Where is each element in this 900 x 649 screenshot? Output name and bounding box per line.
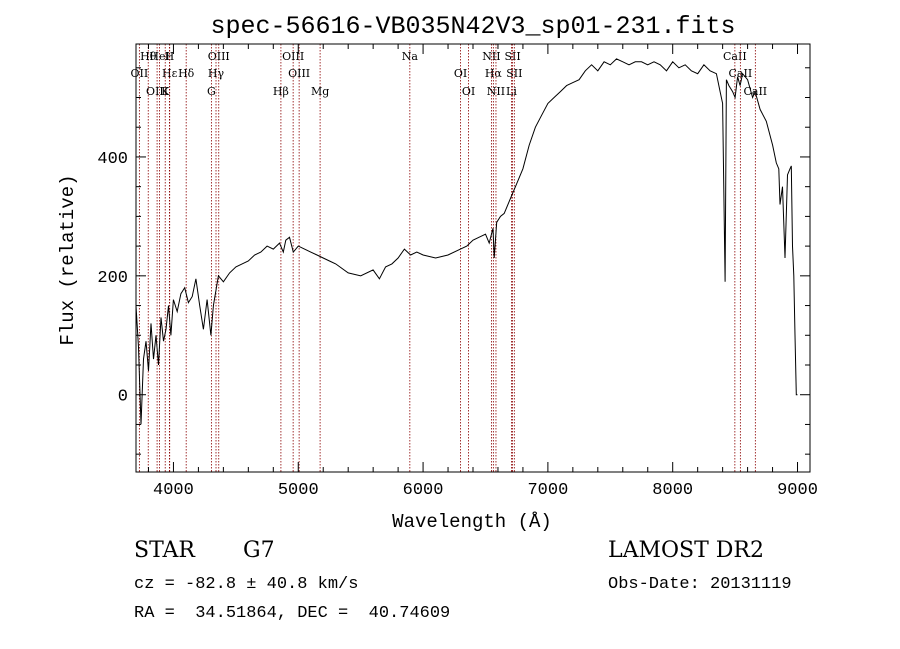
y-tick-label: 0: [118, 388, 128, 407]
plot-frame: [135, 43, 811, 473]
line-label: Mg: [311, 85, 329, 98]
line-label: HeI: [149, 50, 169, 63]
line-label: K: [161, 85, 170, 98]
line-label: Hθ: [140, 50, 157, 63]
object-class: STAR: [134, 538, 195, 563]
line-label: Na: [402, 50, 419, 63]
obs-date: Obs-Date: 20131119: [608, 575, 792, 594]
line-label: OI: [454, 67, 467, 80]
x-tick-label: 6000: [403, 481, 444, 500]
line-label: NII: [487, 85, 505, 98]
survey-name: LAMOST DR2: [608, 538, 764, 563]
line-label: Hε: [162, 67, 178, 80]
line-label: NII: [482, 50, 500, 63]
coordinates: RA = 34.51864, DEC = 40.74609: [134, 604, 451, 623]
line-label: Hα: [485, 67, 503, 80]
spectrum-series: [135, 58, 798, 425]
x-tick-label: 8000: [652, 481, 693, 500]
x-tick-label: 9000: [777, 481, 818, 500]
line-label: OI: [462, 85, 475, 98]
line-label: Hδ: [178, 67, 195, 80]
object-subclass: G7: [243, 538, 275, 563]
line-label: SII: [504, 50, 520, 63]
spectrum-line: [135, 58, 798, 425]
x-tick-label: 7000: [527, 481, 568, 500]
line-markers: HθOIIOIIIHeIHεKHHδGOIIIHγHβOIIIOIIIMgNaO…: [131, 44, 767, 472]
line-label: Li: [506, 85, 517, 98]
axis-ticks: 4000 5000 6000 7000 8000 9000 0 200 400: [97, 44, 818, 500]
line-label: Hβ: [273, 85, 289, 98]
line-label: G: [207, 85, 216, 98]
spectrum-chart: spec-56616-VB035N42V3_sp01-231.fits Hθ OI…: [57, 12, 818, 533]
chart-title: spec-56616-VB035N42V3_sp01-231.fits: [210, 12, 735, 41]
y-axis-label: Flux (relative): [57, 174, 79, 345]
line-label: H: [165, 50, 175, 63]
x-tick-label: 4000: [153, 481, 194, 500]
line-label: Hγ: [208, 67, 225, 80]
redshift-text: cz = -82.8 ± 40.8 km/s: [134, 575, 359, 594]
line-label: OIII: [146, 85, 168, 98]
line-label: SII: [506, 67, 522, 80]
line-label: CaII: [723, 50, 747, 63]
y-tick-label: 200: [97, 269, 128, 288]
line-label: CaII: [729, 67, 753, 80]
line-label: OII: [131, 67, 149, 80]
line-label: OIII: [288, 67, 310, 80]
line-label: OIII: [282, 50, 304, 63]
x-axis-label: Wavelength (Å): [392, 511, 552, 533]
line-label: OIII: [208, 50, 230, 63]
y-tick-label: 400: [97, 150, 128, 169]
x-tick-label: 5000: [278, 481, 319, 500]
